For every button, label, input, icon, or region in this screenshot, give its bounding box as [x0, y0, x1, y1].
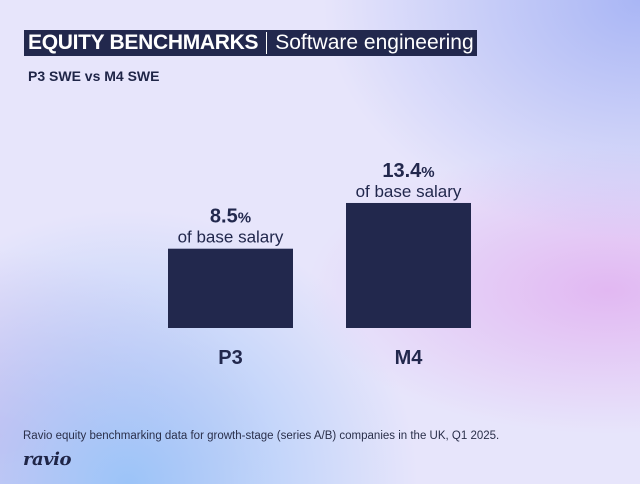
title: EQUITY BENCHMARKS: [28, 31, 259, 54]
comparison-label: P3 SWE vs M4 SWE: [28, 68, 160, 84]
category-label: M4: [395, 347, 424, 369]
category-label: P3: [218, 347, 242, 369]
title-divider: [266, 32, 268, 54]
footnote: Ravio equity benchmarking data for growt…: [23, 430, 500, 442]
bar-M4: [346, 202, 471, 328]
value-suffix-label: of base salary: [178, 228, 284, 247]
bar-P3: [168, 248, 293, 328]
ravio-logo: ravio: [23, 449, 71, 470]
value-label: 8.5%: [210, 206, 251, 228]
value-label: 13.4%: [382, 160, 434, 182]
title-banner: EQUITY BENCHMARKS Software engineering: [24, 30, 477, 56]
subtitle: Software engineering: [275, 31, 474, 54]
value-suffix-label: of base salary: [356, 182, 462, 201]
